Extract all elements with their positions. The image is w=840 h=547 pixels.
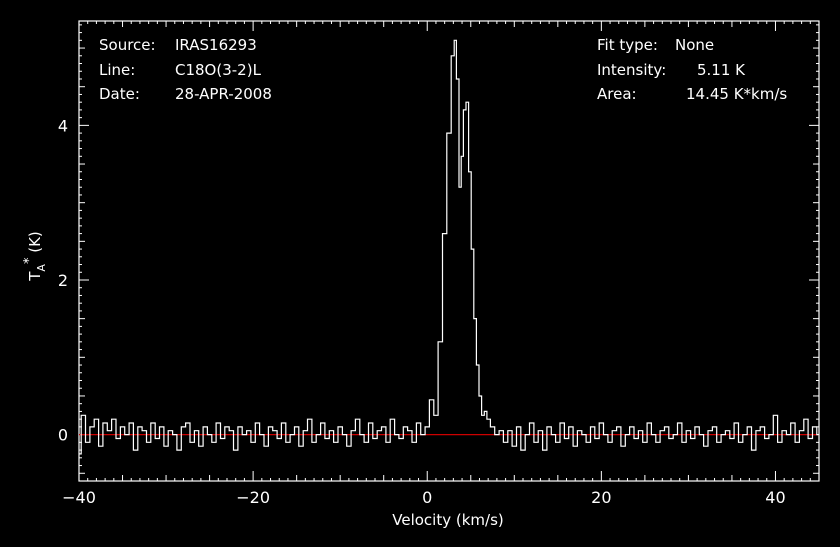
date-label: Date: xyxy=(99,85,140,103)
y-axis-label: TA* (K) xyxy=(22,231,48,282)
y-tick-label: 0 xyxy=(58,426,68,445)
y-axis-label-unit: (K) xyxy=(26,231,44,257)
spectrum-line xyxy=(79,39,819,455)
fit-type-value: None xyxy=(675,36,714,54)
fit-type-label: Fit type: xyxy=(597,36,658,54)
header-info: Source: IRAS16293 Line: C18O(3-2)L Date:… xyxy=(99,36,787,103)
x-tick-label: 40 xyxy=(765,488,785,507)
axes: −40 −20 0 20 40 0 2 4 xyxy=(58,20,820,507)
intensity-value: 5.11 K xyxy=(697,61,746,79)
source-value: IRAS16293 xyxy=(175,36,257,54)
x-tick-label: 20 xyxy=(591,488,611,507)
x-axis-label: Velocity (km/s) xyxy=(392,511,503,529)
date-value: 28-APR-2008 xyxy=(175,85,272,103)
intensity-label: Intensity: xyxy=(597,61,666,79)
chart-marks xyxy=(79,39,819,455)
x-tick-label: −20 xyxy=(236,488,270,507)
source-label: Source: xyxy=(99,36,156,54)
x-tick-label: 0 xyxy=(422,488,432,507)
area-label: Area: xyxy=(597,85,637,103)
y-axis-label-sub: A xyxy=(35,264,48,272)
y-tick-label: 4 xyxy=(58,116,68,135)
y-axis-label-sup: * xyxy=(22,257,37,264)
y-tick-label: 2 xyxy=(58,271,68,290)
line-value: C18O(3-2)L xyxy=(175,61,262,79)
plot-frame xyxy=(78,20,820,482)
area-value: 14.45 K*km/s xyxy=(686,85,787,103)
x-tick-label: −40 xyxy=(62,488,96,507)
line-label: Line: xyxy=(99,61,135,79)
y-axis-label-main: T xyxy=(26,271,44,282)
